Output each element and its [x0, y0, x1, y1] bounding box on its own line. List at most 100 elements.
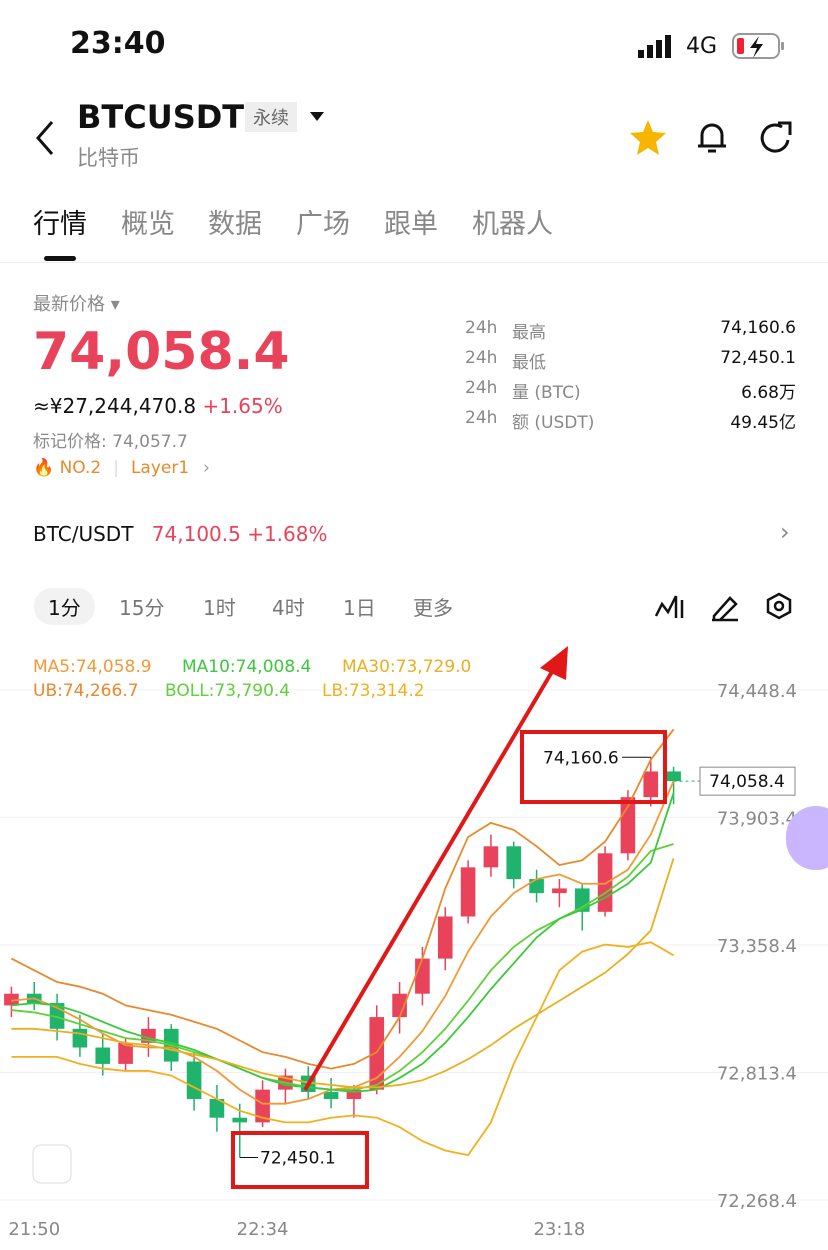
spot-pair: BTC/USDT	[33, 522, 134, 546]
candle-body	[346, 1089, 362, 1099]
kline-chart: 72,268.4 72,813.4 73,358.4 73,903.4 74,448.4…	[0, 646, 828, 1240]
arrow-head	[540, 646, 568, 680]
tab[interactable]: 广场	[296, 209, 350, 240]
candle-body	[643, 771, 659, 798]
tab-indicator	[44, 256, 76, 261]
candle-body	[597, 853, 613, 912]
low-label: 72,450.1	[260, 1148, 336, 1168]
stat-label: 额 (USDT)	[512, 413, 595, 433]
stat-label: 量 (BTC)	[512, 383, 581, 403]
interval[interactable]: 1分	[34, 588, 95, 625]
indicator-line	[11, 728, 675, 1070]
mark-price: 标记价格: 74,057.7	[33, 432, 188, 452]
legend-entry: MA30:73,729.0	[342, 657, 471, 677]
spot-row[interactable]: BTC/USDT 74,100.5 +1.68%	[33, 522, 328, 546]
candle-body	[552, 888, 567, 894]
expand-button[interactable]	[32, 1144, 72, 1184]
coin-name: 比特币	[77, 146, 140, 170]
x-tick-label: 22:34	[237, 1219, 289, 1240]
candle-body	[232, 1117, 248, 1123]
trend-arrow	[303, 668, 555, 1092]
stat-value: 6.68万	[741, 383, 796, 403]
back-button[interactable]	[30, 118, 60, 158]
fiat-value: ≈¥27,244,470.8	[33, 394, 197, 418]
y-tick-label: 72,813.4	[717, 1063, 797, 1084]
candle-body	[415, 958, 430, 994]
highlight-box	[520, 730, 667, 804]
change: +1.65%	[202, 394, 283, 418]
last-price-tag: 74,058.4	[709, 772, 785, 792]
tab[interactable]: 跟单	[384, 209, 438, 240]
candle-body	[255, 1089, 270, 1123]
indicator-line	[11, 792, 675, 1093]
price-label-text: 最新价格	[33, 294, 105, 315]
share-button[interactable]	[758, 118, 796, 158]
assistant-bubble[interactable]	[786, 806, 828, 870]
chevron[interactable]: ›	[780, 518, 790, 546]
candle-body	[95, 1047, 111, 1064]
tab[interactable]: 概览	[121, 209, 175, 240]
favorite-star[interactable]	[628, 118, 668, 156]
tab[interactable]: 行情	[33, 209, 87, 240]
chart-tools[interactable]	[652, 590, 802, 622]
spot-change: +1.68%	[247, 522, 328, 546]
candle-body	[460, 867, 476, 917]
stat-period: 24h	[465, 318, 498, 338]
sector: Layer1	[130, 458, 190, 478]
candle-body	[186, 1061, 202, 1099]
y-tick-label: 73,903.4	[717, 808, 797, 829]
stat-label: 最高	[512, 323, 546, 343]
indicator-line	[11, 780, 675, 1105]
x-tick-label: 21:50	[8, 1219, 60, 1240]
spot-price: 74,100.5	[151, 522, 241, 546]
x-tick-label: 23:18	[533, 1219, 585, 1240]
last-price-box	[699, 766, 796, 796]
last-price: 74,058.4	[33, 322, 290, 382]
network: 4G	[686, 34, 718, 59]
stat-value: 49.45亿	[730, 413, 796, 433]
divider	[0, 262, 828, 263]
tab[interactable]: 数据	[208, 209, 262, 240]
tab[interactable]: 机器人	[472, 209, 553, 240]
candle-body	[209, 1098, 225, 1118]
symbol: BTCUSDT	[77, 98, 245, 136]
indicator-line	[11, 941, 675, 1157]
stat-value: 72,450.1	[720, 348, 796, 368]
interval[interactable]: 4时	[272, 596, 305, 620]
legend-entry: MA5:74,058.9	[33, 657, 152, 677]
dropdown-icon[interactable]	[308, 110, 326, 124]
stat-period: 24h	[465, 348, 498, 368]
interval[interactable]: 15分	[119, 596, 165, 620]
candle-body	[506, 846, 522, 880]
indicator-line	[11, 857, 675, 1089]
contract-tag: 永续	[245, 102, 297, 132]
clock: 23:40	[70, 26, 166, 61]
legend-entry: MA10:74,008.4	[182, 657, 311, 677]
stat-value: 74,160.6	[720, 318, 796, 338]
interval[interactable]: 1时	[203, 596, 236, 620]
candle-body	[437, 916, 453, 959]
y-tick-label: 74,448.4	[717, 681, 797, 702]
y-tick-label: 73,358.4	[717, 936, 797, 957]
y-tick-label: 72,268.4	[717, 1191, 797, 1212]
price-label: 最新价格 ▾	[33, 294, 120, 315]
candle-body	[483, 846, 499, 868]
alert-bell[interactable]	[694, 118, 730, 158]
fiat-price: ≈¥27,244,470.8 +1.65%	[33, 394, 283, 418]
legend-entry: BOLL:73,790.4	[165, 681, 290, 701]
legend-entry: LB:73,314.2	[322, 681, 425, 701]
stat-label: 最低	[512, 353, 546, 373]
candle-body	[323, 1091, 339, 1099]
interval[interactable]: 更多	[413, 596, 453, 620]
candle-body	[118, 1042, 133, 1064]
candle-body	[72, 1028, 88, 1048]
interval[interactable]: 1日	[343, 596, 376, 620]
candle-body	[4, 993, 19, 1006]
rank-row[interactable]: 🔥 NO.2 | Layer1 ›	[33, 458, 210, 478]
highlight-box	[231, 1131, 369, 1189]
candle-body	[574, 888, 590, 912]
stat-period: 24h	[465, 378, 498, 398]
candle-body	[666, 771, 681, 782]
candle-body	[392, 993, 407, 1018]
